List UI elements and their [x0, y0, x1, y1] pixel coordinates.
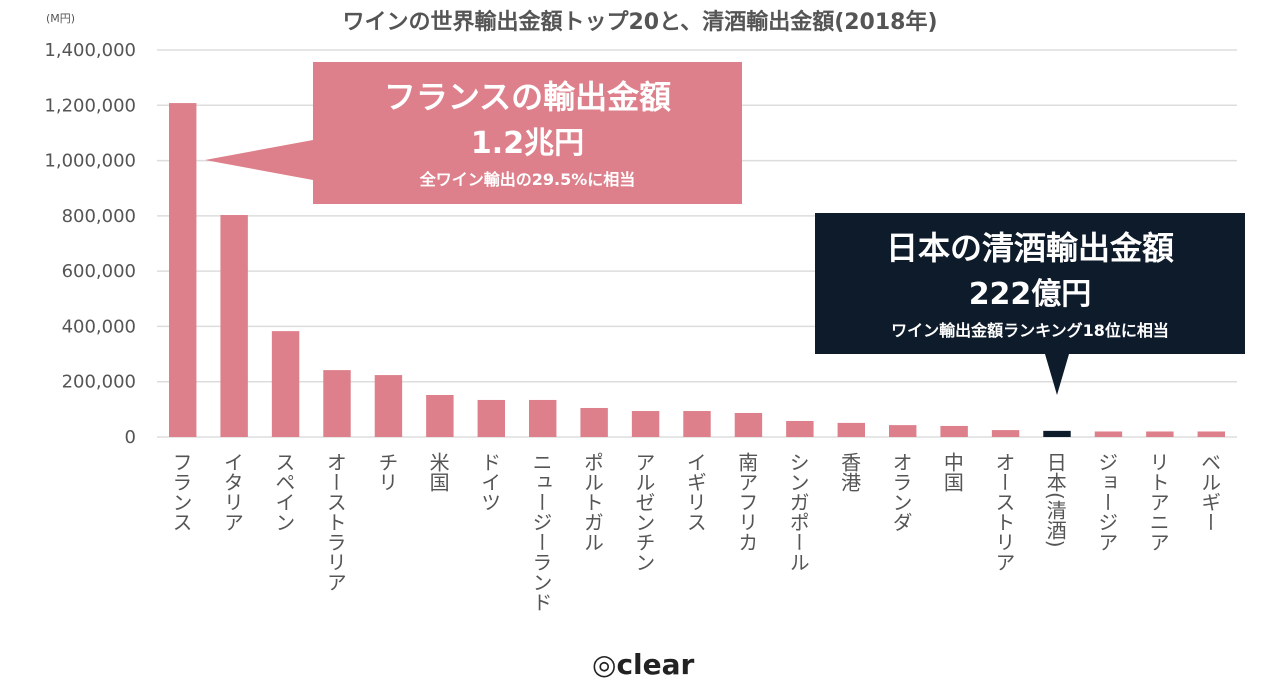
y-tick-label: 200,000 [62, 372, 136, 393]
bar [1197, 431, 1225, 437]
bar [734, 412, 763, 437]
callout-value: 222億円 [968, 277, 1092, 312]
callout-note: ワイン輸出金額ランキング18位に相当 [891, 321, 1169, 340]
bar [991, 430, 1020, 437]
bar [529, 399, 557, 437]
bar [271, 331, 300, 437]
y-tick-label: 1,200,000 [44, 95, 136, 116]
x-tick-label: アルゼンチン [631, 452, 656, 572]
y-tick-label: 1,400,000 [44, 40, 136, 61]
y-unit-label: (M円) [46, 12, 76, 25]
callout-title: フランスの輸出金額 [383, 78, 672, 116]
logo-text: clear [616, 648, 695, 681]
x-tick-label: ベルギー [1197, 452, 1222, 532]
bar [1043, 430, 1071, 437]
x-tick-label: オーストリア [991, 452, 1016, 572]
x-tick-label: ジョージア [1094, 452, 1119, 552]
x-tick-label: スペイン [271, 452, 296, 532]
bar [477, 399, 505, 437]
bar [889, 425, 917, 437]
x-tick-label: イギリス [683, 452, 708, 532]
x-tick-label: 日本(清酒) [1043, 452, 1068, 548]
france-callout: フランスの輸出金額 1.2兆円 全ワイン輸出の29.5%に相当 [313, 62, 742, 204]
x-tick-label: 香港 [837, 452, 862, 492]
bar [374, 375, 403, 437]
x-tick-label: 中国 [940, 452, 965, 492]
bar [1146, 431, 1174, 437]
x-tick-label: リトアニア [1146, 452, 1171, 552]
y-tick-label: 0 [125, 427, 136, 448]
callout-title: 日本の清酒輸出金額 [885, 229, 1174, 267]
y-tick-label: 400,000 [62, 316, 136, 337]
callout-pointer [1045, 354, 1069, 395]
y-tick-label: 600,000 [62, 261, 136, 282]
bar [323, 370, 351, 437]
chart-title: ワインの世界輸出金額トップ20と、清酒輸出金額(2018年) [342, 10, 938, 35]
bar [631, 411, 660, 437]
x-tick-label: オーストラリア [323, 452, 348, 592]
x-tick-label: 米国 [426, 452, 451, 492]
clear-logo: ◎clear [592, 648, 694, 681]
callout-pointer [205, 140, 313, 180]
bar [220, 215, 248, 437]
x-tick-label: イタリア [220, 452, 245, 532]
x-tick-label: チリ [374, 452, 399, 492]
bar [426, 394, 454, 437]
bar [1094, 431, 1123, 437]
callout-value: 1.2兆円 [470, 126, 585, 161]
logo-ring-icon: ◎ [592, 648, 617, 681]
bar [786, 420, 814, 437]
bar [580, 407, 608, 437]
x-tick-label: フランス [169, 452, 193, 532]
bar [940, 425, 968, 437]
x-tick-label: ニュージーランド [529, 452, 553, 612]
x-tick-label: オランダ [889, 452, 913, 532]
y-tick-label: 1,000,000 [44, 151, 136, 172]
x-tick-label: シンガポール [786, 452, 811, 572]
japan-callout: 日本の清酒輸出金額 222億円 ワイン輸出金額ランキング18位に相当 [815, 213, 1245, 354]
x-tick-label: 南アフリカ [734, 452, 759, 552]
y-tick-label: 800,000 [62, 206, 136, 227]
bar [837, 422, 865, 437]
x-tick-label: ドイツ [477, 452, 502, 512]
bar [683, 411, 711, 437]
callout-note: 全ワイン輸出の29.5%に相当 [419, 170, 636, 189]
bar [169, 103, 197, 438]
x-tick-label: ポルトガル [580, 452, 605, 552]
